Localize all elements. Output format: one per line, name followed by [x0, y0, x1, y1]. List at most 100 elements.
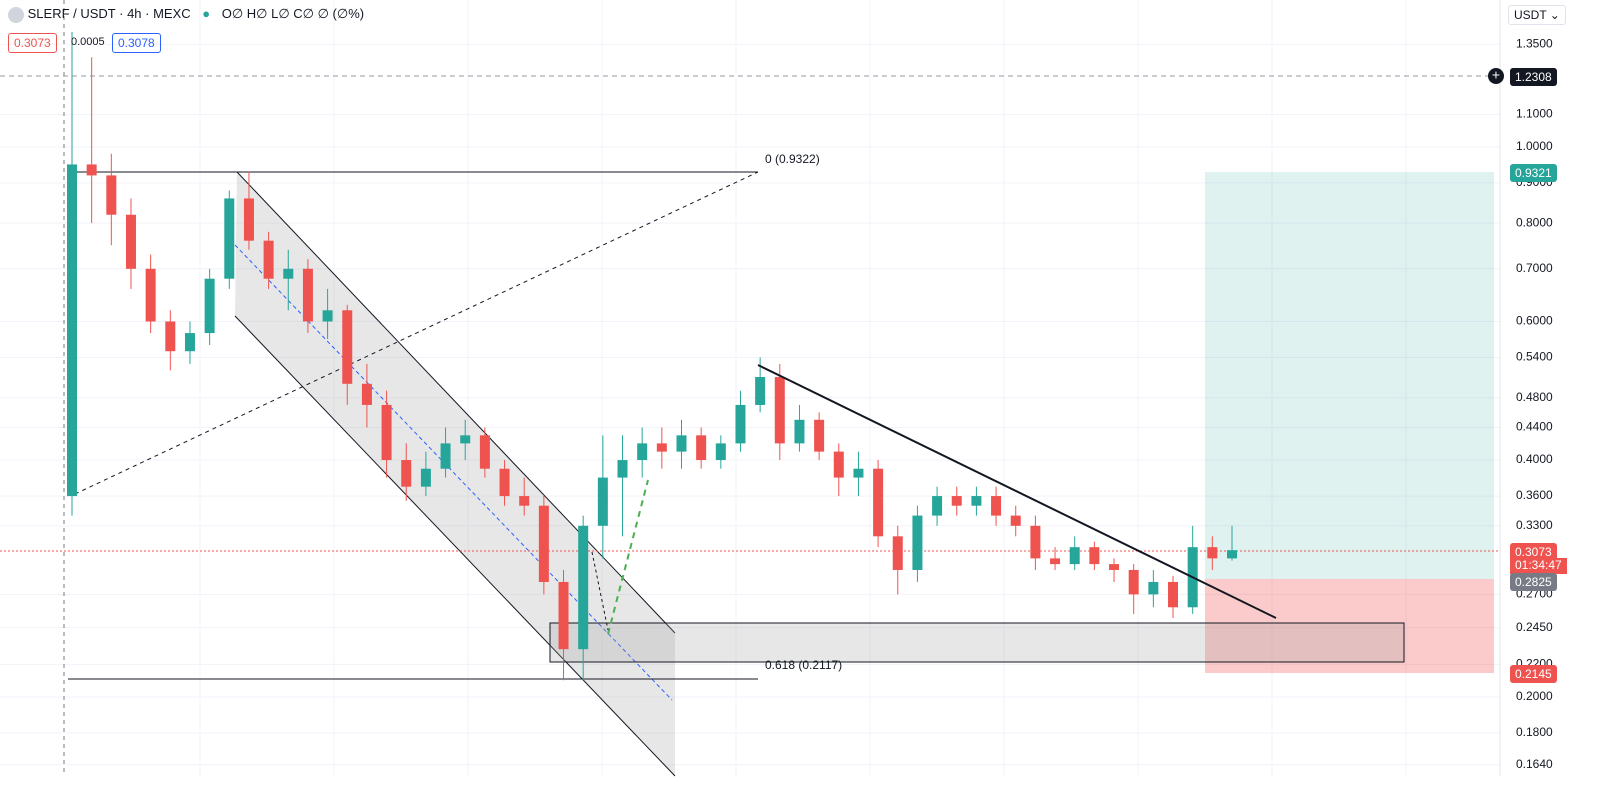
candle-body — [165, 321, 176, 352]
candle-body — [86, 164, 97, 176]
candle-body — [401, 460, 412, 487]
candle-body — [971, 496, 982, 506]
add-icon[interactable]: + — [1492, 67, 1500, 83]
y-tick-label: 0.4800 — [1516, 390, 1553, 404]
candle-body — [755, 377, 766, 405]
candle-body — [656, 443, 667, 452]
profit-zone — [1205, 172, 1494, 579]
candle-body — [558, 581, 569, 650]
candle-body — [538, 505, 549, 582]
candle-body — [676, 435, 687, 452]
candle-body — [696, 435, 707, 461]
price-tag: 0.3073 — [1510, 543, 1557, 559]
candle-body — [1089, 547, 1100, 565]
candle-body — [951, 496, 962, 506]
candle-body — [637, 443, 648, 461]
candle-body — [440, 443, 451, 469]
add-button[interactable] — [1488, 68, 1504, 84]
candle-body — [460, 435, 471, 444]
projection-down — [591, 551, 609, 631]
countdown: 01:34:47 — [1510, 558, 1567, 574]
y-tick-label: 0.1800 — [1516, 725, 1553, 739]
candle-body — [322, 310, 333, 322]
candle-body — [991, 496, 1002, 516]
fib-label: 0.618 (0.2117) — [765, 658, 842, 672]
y-tick-label: 0.2450 — [1516, 620, 1553, 634]
ohlc: O∅ H∅ L∅ C∅ ∅ (∅%) — [221, 6, 365, 21]
y-tick-label: 0.7000 — [1516, 261, 1553, 275]
candle-body — [342, 310, 353, 384]
y-tick-label: 0.4400 — [1516, 420, 1553, 434]
candle-body — [1109, 564, 1120, 570]
header: SLERF / USDT · 4h · MEXC ● O∅ H∅ L∅ C∅ ∅… — [8, 6, 364, 23]
y-tick-label: 1.1000 — [1516, 106, 1553, 120]
candle-body — [519, 496, 530, 506]
candle-body — [853, 468, 864, 478]
spread: 0.0005 — [71, 36, 105, 48]
y-tick-label: 0.3600 — [1516, 488, 1553, 502]
y-tick-label: 1.0000 — [1516, 139, 1553, 153]
candle-body — [833, 451, 844, 478]
candle-body — [283, 268, 294, 279]
candle-body — [499, 468, 510, 497]
price-axis: 1.35001.10001.00000.90000.80000.70000.60… — [1516, 37, 1553, 771]
candle-body — [774, 377, 785, 444]
y-tick-label: 0.1640 — [1516, 757, 1553, 771]
candle-body — [814, 419, 825, 452]
candle-body — [263, 240, 274, 279]
y-tick-label: 1.3500 — [1516, 37, 1553, 51]
candle-body — [1227, 550, 1237, 559]
candle-body — [302, 268, 313, 322]
y-tick-label: 0.4000 — [1516, 452, 1553, 466]
candle-body — [106, 175, 117, 215]
candle-body — [67, 164, 77, 497]
candle-body — [361, 383, 372, 405]
ask[interactable]: 0.3078 — [112, 33, 161, 53]
price-tag: 1.2308 — [1510, 68, 1557, 86]
candle-body — [912, 515, 923, 570]
candle-body — [892, 536, 903, 570]
candle-body — [1148, 581, 1159, 595]
candle-body — [125, 214, 136, 269]
candle-body — [243, 198, 254, 241]
price-tag: 0.9321 — [1510, 164, 1557, 182]
symbol[interactable]: SLERF / USDT · 4h · MEXC — [27, 6, 191, 21]
fib-diagonal — [74, 171, 759, 495]
candle-body — [381, 404, 392, 461]
price-tag: 0.2145 — [1510, 665, 1557, 683]
candle-body — [145, 268, 156, 322]
loss-zone — [1205, 579, 1494, 673]
candle-body — [932, 496, 943, 516]
y-tick-label: 0.8000 — [1516, 215, 1553, 229]
currency[interactable]: USDT — [1514, 8, 1547, 22]
y-tick-label: 0.2000 — [1516, 689, 1553, 703]
fib-label: 0 (0.9322) — [765, 152, 820, 166]
candle-body — [224, 198, 235, 279]
candle-body — [1207, 547, 1218, 559]
candle-body — [1168, 581, 1179, 608]
channel-lower — [234, 315, 676, 777]
grid — [0, 0, 1500, 776]
projection-up — [607, 479, 649, 635]
candle-body — [184, 333, 195, 352]
currency-select[interactable]: USDT ⌄ — [1508, 5, 1566, 25]
candle-body — [420, 468, 431, 487]
price-tag: 0.2825 — [1510, 573, 1557, 591]
symbol-icon — [8, 6, 24, 23]
candle-body — [794, 419, 805, 444]
candle-body — [578, 525, 589, 650]
bid[interactable]: 0.3073 — [8, 33, 57, 53]
candle-body — [1128, 569, 1139, 595]
y-tick-label: 0.6000 — [1516, 314, 1553, 328]
y-tick-label: 0.5400 — [1516, 350, 1553, 364]
candle-body — [1010, 515, 1021, 526]
status-dot: ● — [202, 6, 211, 21]
candles — [67, 31, 1237, 681]
candle-body — [1050, 558, 1061, 565]
candle-body — [1030, 525, 1041, 559]
y-tick-label: 0.3300 — [1516, 518, 1553, 532]
candle-body — [617, 460, 628, 478]
candle-body — [204, 278, 215, 334]
